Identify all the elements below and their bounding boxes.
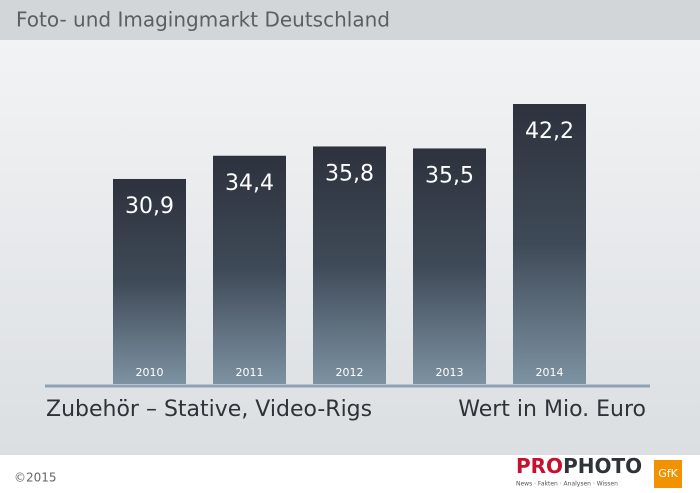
partner-badge <box>654 460 682 488</box>
bar <box>113 178 186 384</box>
bar <box>413 148 486 384</box>
partner-logo: GfK <box>658 467 678 480</box>
logo-a: PRO <box>516 454 563 478</box>
title-bar <box>0 0 700 40</box>
x-tick-label: 2013 <box>436 366 464 379</box>
value-label: 35,5 <box>425 163 474 188</box>
logo-b: PHOTO <box>563 454 642 478</box>
copyright: ©2015 <box>14 471 57 485</box>
value-label: 34,4 <box>225 171 274 196</box>
x-tick-label: 2011 <box>236 366 264 379</box>
subtitle: Zubehör – Stative, Video-Rigs <box>46 397 372 422</box>
value-label: 42,2 <box>525 119 574 144</box>
chart-title: Foto- und Imagingmarkt Deutschland <box>16 8 390 32</box>
x-tick-label: 2010 <box>136 366 164 379</box>
bar <box>313 146 386 384</box>
unit-label: Wert in Mio. Euro <box>458 397 646 422</box>
x-tick-label: 2014 <box>536 366 564 379</box>
bar <box>513 104 586 384</box>
value-label: 30,9 <box>125 194 174 219</box>
logo-tagline: News · Fakten · Analysen · Wissen <box>516 481 618 488</box>
logo: PROPHOTO <box>516 454 642 478</box>
x-tick-label: 2012 <box>336 366 364 379</box>
value-label: 35,8 <box>325 161 374 186</box>
bar <box>213 155 286 384</box>
footer <box>0 455 700 493</box>
